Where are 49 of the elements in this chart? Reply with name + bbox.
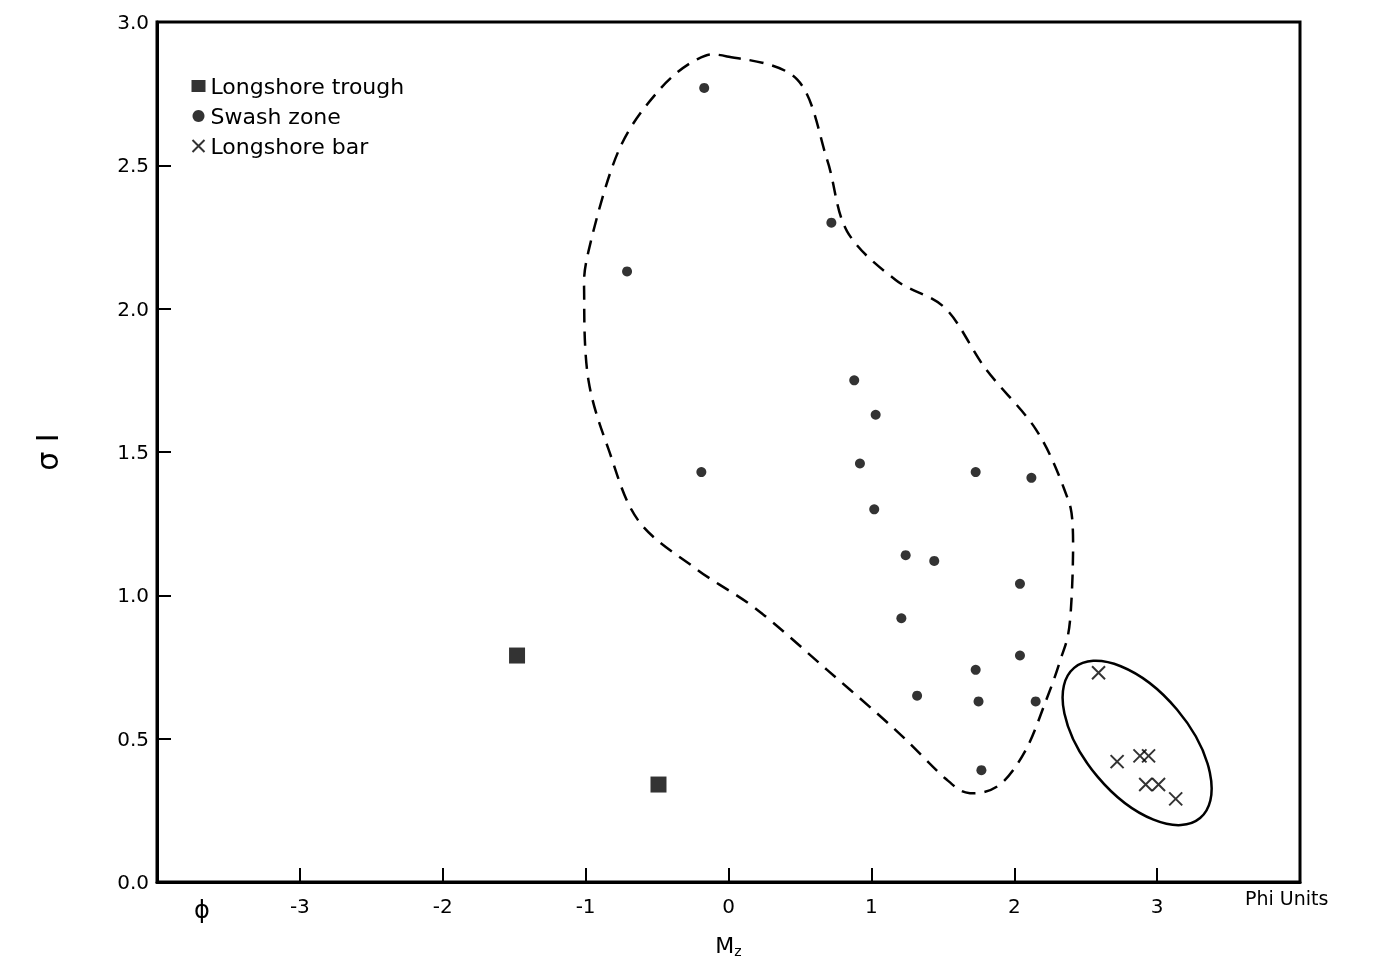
point <box>622 266 633 277</box>
x-tick-label: -1 <box>575 894 596 918</box>
point <box>849 375 860 386</box>
point <box>1109 754 1125 770</box>
y-tick-label: 3.0 <box>117 10 149 34</box>
point <box>970 467 981 478</box>
point <box>650 776 667 793</box>
point <box>912 690 923 701</box>
point <box>1091 665 1107 681</box>
point <box>1151 777 1167 793</box>
point <box>900 550 911 561</box>
legend-label: Longshore trough <box>210 73 405 99</box>
point <box>826 217 837 228</box>
x-tick-label: 0 <box>722 894 735 918</box>
y-tick-label: 1.5 <box>117 440 149 464</box>
point <box>870 409 881 420</box>
point <box>976 765 987 776</box>
point <box>1014 578 1025 589</box>
point <box>1014 650 1025 661</box>
legend-label: Swash zone <box>210 103 341 129</box>
point <box>696 467 707 478</box>
text: ϕ <box>194 896 210 924</box>
point <box>973 696 984 707</box>
x-tick-label: 1 <box>865 894 878 918</box>
point <box>699 82 710 93</box>
y-axis-title: σ I <box>29 433 65 471</box>
point <box>1168 791 1184 807</box>
y-tick-label: 0.0 <box>117 870 149 894</box>
point <box>509 647 526 664</box>
y-tick-label: 2.0 <box>117 296 149 321</box>
point <box>1026 472 1037 483</box>
point <box>896 613 907 624</box>
point <box>970 664 981 675</box>
x-tick-label: 3 <box>1150 894 1164 918</box>
y-tick-label: 2.5 <box>117 153 149 178</box>
point <box>929 555 940 566</box>
text: Phi Units <box>1245 886 1329 909</box>
point <box>1132 748 1148 764</box>
legend-label: Longshore bar <box>210 133 370 159</box>
y-tick-label: 0.5 <box>117 726 149 751</box>
x-tick-label: -3 <box>289 894 310 918</box>
point <box>854 458 865 469</box>
point <box>1030 696 1041 707</box>
x-tick-label: 2 <box>1007 894 1021 918</box>
point <box>1141 748 1157 764</box>
x-tick-label: -2 <box>432 894 453 918</box>
point <box>869 504 880 515</box>
y-tick-label: 1.0 <box>117 583 149 608</box>
point <box>1138 777 1154 793</box>
